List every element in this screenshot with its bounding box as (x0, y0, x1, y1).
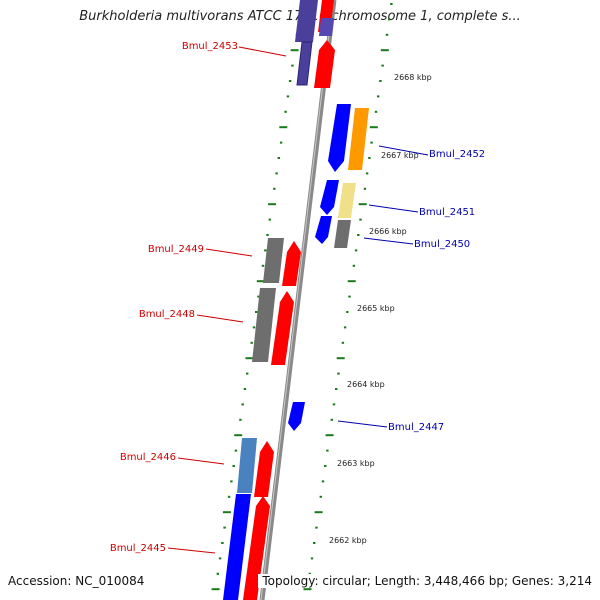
scale-label: 2667 kbp (381, 151, 419, 160)
gene-bmul-2451-blue[interactable] (320, 180, 339, 215)
gene-bmul-2453-prior[interactable] (295, 0, 318, 42)
gene-bmul-2447[interactable] (288, 402, 305, 431)
backbone-line (259, 0, 337, 600)
gene-bmul-2445[interactable] (223, 494, 251, 600)
leader-bmul-2447 (337, 420, 388, 428)
gene-bmul-2448[interactable] (252, 288, 276, 362)
leader-bmul-2445 (167, 547, 216, 554)
backbone-highlight (260, 0, 334, 600)
gene-bmul-2450[interactable] (334, 220, 351, 248)
gene-label-bmul-2448[interactable]: Bmul_2448 (139, 309, 195, 320)
gene-bmul-2448-red[interactable] (271, 291, 294, 365)
gene-label-bmul-2445[interactable]: Bmul_2445 (110, 543, 166, 554)
forward-gene-labels: Bmul_2453 Bmul_2449 Bmul_2448 Bmul_2446 … (110, 41, 238, 554)
gene-label-bmul-2452[interactable]: Bmul_2452 (429, 149, 485, 160)
leader-bmul-2446 (177, 457, 225, 465)
scale-label: 2664 kbp (347, 380, 385, 389)
gene-bmul-2452[interactable] (348, 108, 369, 170)
gene-forward-top-b[interactable] (314, 40, 335, 88)
leader-bmul-2453 (238, 46, 287, 57)
gene-label-bmul-2453[interactable]: Bmul_2453 (182, 41, 238, 52)
scale-label: 2665 kbp (357, 304, 395, 313)
leader-bmul-2450 (363, 237, 414, 245)
gene-label-bmul-2447[interactable]: Bmul_2447 (388, 422, 444, 433)
leader-bmul-2451 (368, 204, 419, 213)
label-leader-lines (167, 46, 429, 554)
leader-bmul-2448 (196, 314, 244, 323)
leader-bmul-2449 (205, 248, 253, 257)
gene-bmul-2452-blue[interactable] (328, 104, 351, 172)
gene-label-bmul-2450[interactable]: Bmul_2450 (414, 239, 470, 250)
gene-label-bmul-2446[interactable]: Bmul_2446 (120, 452, 176, 463)
scale-label: 2662 kbp (329, 536, 367, 545)
scale-label: 2666 kbp (369, 227, 407, 236)
reverse-gene-labels: Bmul_2452 Bmul_2451 Bmul_2450 Bmul_2447 (388, 149, 485, 433)
gene-bmul-2446[interactable] (237, 438, 257, 493)
gene-strand-cap-a[interactable] (319, 18, 334, 36)
scale-label: 2668 kbp (394, 73, 432, 82)
gene-bmul-2445-red[interactable] (243, 496, 270, 600)
gene-bmul-2449[interactable] (263, 238, 284, 283)
gene-bmul-2449-red[interactable] (282, 241, 301, 286)
gene-bmul-2453[interactable] (296, 41, 313, 86)
leader-bmul-2452 (378, 145, 429, 156)
scale-label: 2663 kbp (337, 459, 375, 468)
gene-label-bmul-2451[interactable]: Bmul_2451 (419, 207, 475, 218)
accession-label: Accession: NC_010084 (8, 574, 145, 588)
gene-features (223, 0, 369, 600)
gene-bmul-2450-blue[interactable] (315, 216, 332, 244)
gene-bmul-2446-red[interactable] (254, 441, 274, 497)
gene-bmul-2451[interactable] (338, 183, 356, 218)
gene-label-bmul-2449[interactable]: Bmul_2449 (148, 244, 204, 255)
genome-summary: Topology: circular; Length: 3,448,466 bp… (258, 574, 592, 588)
scale-labels: 2668 kbp 2667 kbp 2666 kbp 2665 kbp 2664… (329, 73, 432, 545)
